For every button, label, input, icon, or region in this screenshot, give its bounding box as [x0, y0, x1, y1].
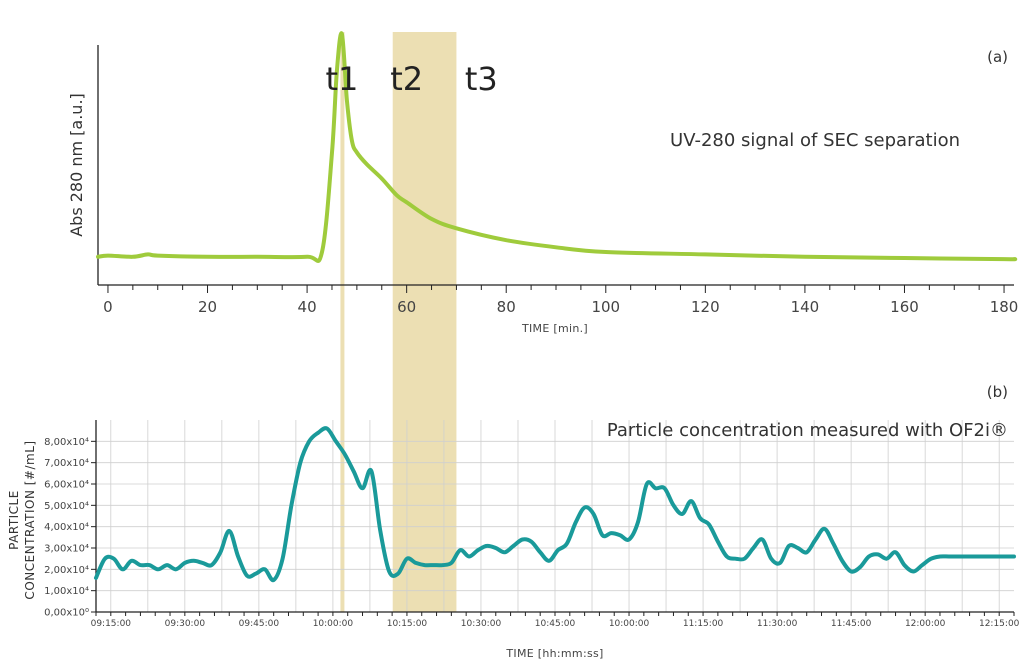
particle-x-tick-label: 12:00:00	[905, 619, 946, 629]
particle-x-tick-label: 09:45:00	[239, 619, 280, 629]
uv-x-tick-label: 180	[990, 298, 1019, 316]
particle-x-tick-label: 11:30:00	[757, 619, 798, 629]
particle-y-ticks: 0,00x10⁰ 1,00x10⁴ 2,00x10⁴ 3,00x10⁴ 4,00x10⁴…	[44, 437, 96, 619]
particle-x-tick-label: 11:45:00	[831, 619, 872, 629]
particle-x-tick-label: 09:15:00	[91, 619, 132, 629]
uv-x-tick-label: 20	[198, 298, 217, 316]
time-band-1	[340, 32, 345, 612]
panel-label-b: (b)	[987, 383, 1008, 401]
uv-x-tick-label: 120	[691, 298, 720, 316]
particle-y-tick-label: 6,00x10⁴	[44, 480, 89, 491]
marker-t1: t1	[325, 60, 358, 98]
uv-x-ticks: 0 20 40 60 80 100 120 140 160 180	[103, 285, 1018, 316]
particle-y-axis-label-line2: CONCENTRATION [#/mL]	[23, 440, 37, 599]
particle-y-tick-label: 4,00x10⁴	[44, 522, 89, 533]
uv-280-series-line	[96, 31, 1018, 263]
uv-x-tick-label: 40	[298, 298, 317, 316]
particle-annotation: Particle concentration measured with OF2…	[607, 420, 1008, 441]
time-bands	[340, 32, 457, 612]
panel-label-a: (a)	[987, 48, 1008, 66]
particle-y-tick-label: 8,00x10⁴	[44, 437, 89, 448]
uv-x-tick-label: 100	[591, 298, 620, 316]
marker-t3: t3	[465, 60, 498, 98]
particle-x-tick-label: 12:15:00	[979, 619, 1020, 629]
particle-series-line	[94, 426, 1016, 583]
uv-x-tick-label: 60	[397, 298, 416, 316]
uv-annotation: UV-280 signal of SEC separation	[670, 130, 960, 151]
particle-y-tick-label: 2,00x10⁴	[44, 565, 89, 576]
particle-concentration-panel: 0,00x10⁰ 1,00x10⁴ 2,00x10⁴ 3,00x10⁴ 4,00x10⁴…	[7, 383, 1020, 660]
particle-x-tick-label: 10:00:00	[313, 619, 354, 629]
particle-y-tick-label: 3,00x10⁴	[44, 544, 89, 555]
particle-grid	[96, 420, 1014, 612]
uv-x-tick-label: 160	[890, 298, 919, 316]
marker-t2: t2	[390, 60, 423, 98]
uv-y-axis-label: Abs 280 nm [a.u.]	[67, 93, 86, 237]
particle-x-tick-label: 10:00:00	[609, 619, 650, 629]
uv-signal-panel: 0 20 40 60 80 100 120 140 160 180 (a) UV-280 sign…	[67, 31, 1018, 335]
time-markers: t1 t2 t3	[325, 60, 497, 98]
uv-x-tick-label: 0	[103, 298, 113, 316]
particle-x-ticks: 09:15:00 09:30:00 09:45:00 10:00:00 10:15:00…	[91, 612, 1020, 629]
particle-y-tick-label: 7,00x10⁴	[44, 458, 89, 469]
particle-y-tick-label: 0,00x10⁰	[44, 608, 89, 619]
time-band-2	[392, 32, 457, 612]
particle-x-tick-label: 11:15:00	[683, 619, 724, 629]
uv-x-axis-label: TIME [min.]	[521, 322, 588, 335]
uv-x-tick-label: 140	[791, 298, 820, 316]
particle-x-tick-label: 09:30:00	[165, 619, 206, 629]
particle-x-tick-label: 10:15:00	[387, 619, 428, 629]
uv-x-tick-label: 80	[497, 298, 516, 316]
particle-x-axis-label: TIME [hh:mm:ss]	[505, 647, 603, 660]
particle-x-tick-label: 10:45:00	[535, 619, 576, 629]
particle-y-axis-label-line1: PARTICLE	[7, 490, 21, 550]
particle-x-tick-label: 10:30:00	[461, 619, 502, 629]
particle-y-tick-label: 1,00x10⁴	[44, 586, 89, 597]
particle-y-tick-label: 5,00x10⁴	[44, 501, 89, 512]
